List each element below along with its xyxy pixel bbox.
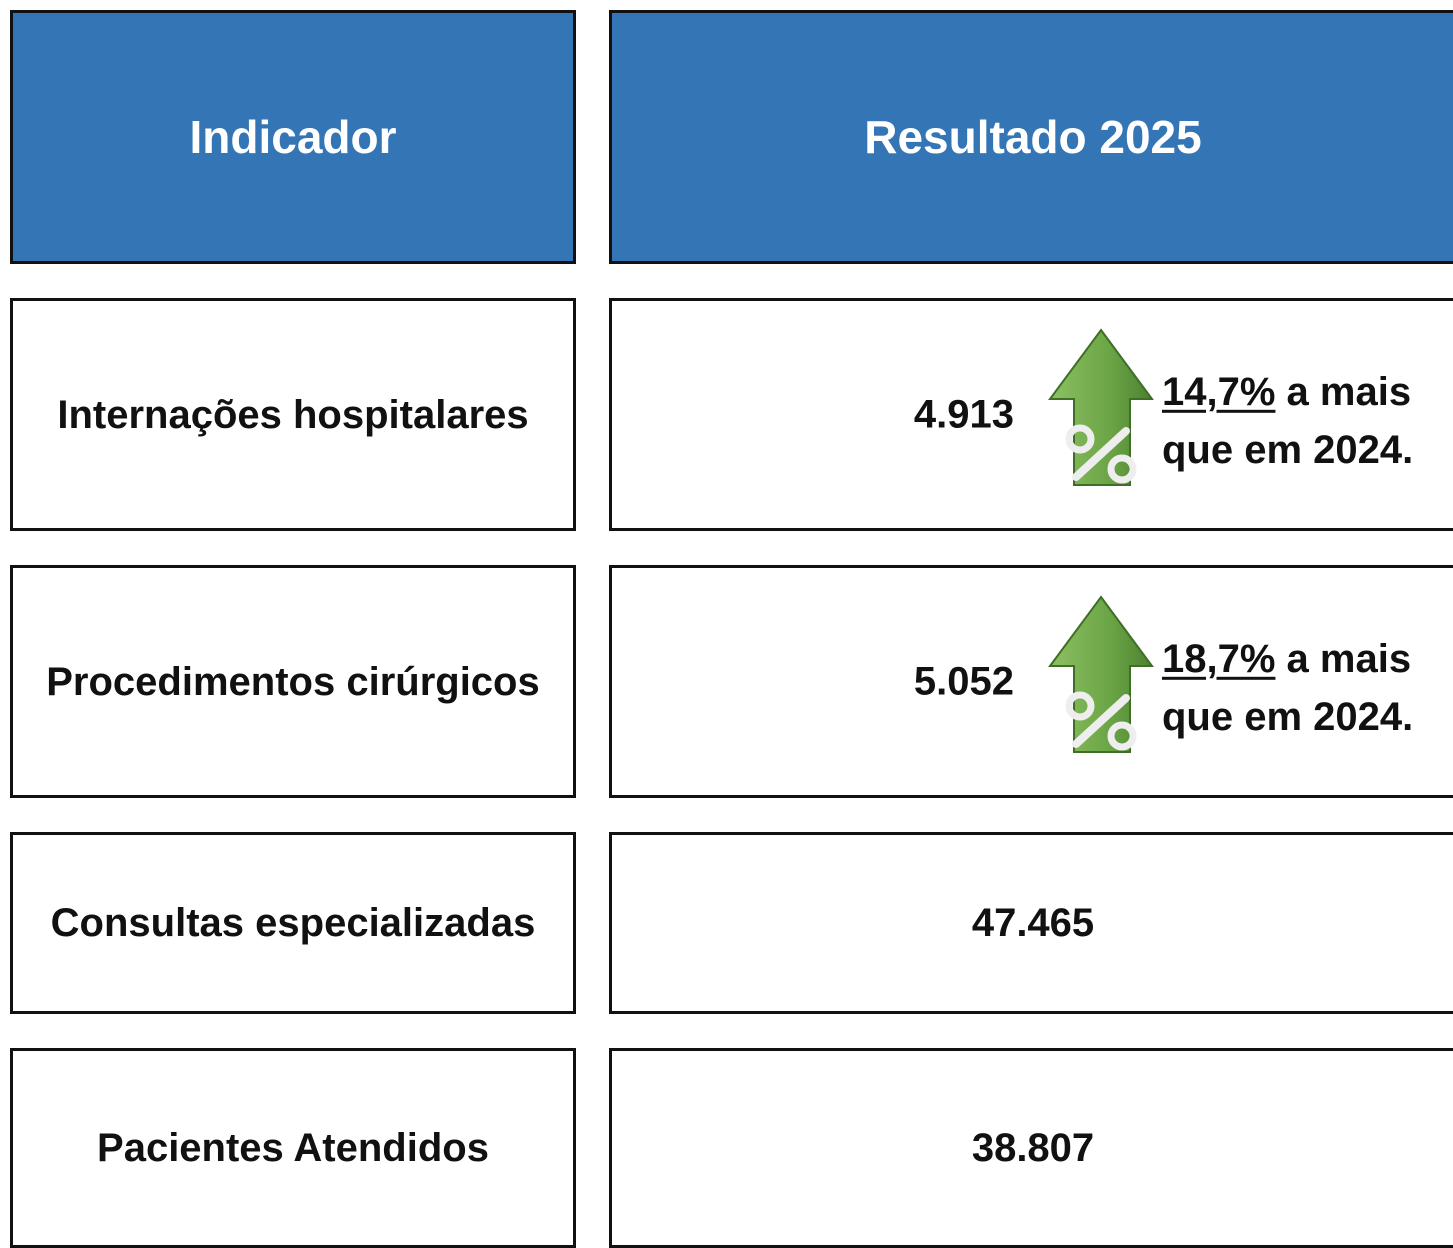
- header-cell: Resultado 2025: [609, 10, 1453, 264]
- arrow-icon: [1048, 595, 1154, 753]
- indicator-text: Consultas especializadas: [50, 901, 536, 945]
- result-cell: 4.913 14,7% a mais que em 2024.: [609, 298, 1453, 531]
- header-text: Indicador: [189, 111, 397, 163]
- result-cell: 5.052 18,7% a mais que em 2024.: [609, 565, 1453, 798]
- result-value: 5.052: [913, 659, 1014, 703]
- indicator-text: Pacientes Atendidos: [97, 1126, 489, 1170]
- result-cell: 38.807: [609, 1048, 1453, 1248]
- indicator-text: Internações hospitalares: [57, 392, 529, 437]
- change-text: 18,7% a mais que em 2024.: [1162, 629, 1453, 745]
- indicator-cell: Pacientes Atendidos: [10, 1048, 576, 1248]
- change-note: a mais que em 2024.: [1162, 369, 1414, 472]
- indicator-cell: Consultas especializadas: [10, 832, 576, 1014]
- result-value: 4.913: [913, 392, 1014, 436]
- page: Indicador Resultado 2025 (() => { const …: [10, 10, 1453, 1248]
- change-percent: 18,7%: [1162, 636, 1276, 681]
- result-group: 5.052 18,7% a mais que em 2024.: [612, 568, 1453, 795]
- change-note: a mais que em 2024.: [1162, 636, 1414, 739]
- arrow-icon: [1048, 328, 1154, 486]
- indicator-text: Procedimentos cirúrgicos: [46, 659, 540, 704]
- result-value: 47.465: [971, 900, 1095, 945]
- result-value: 38.807: [971, 1125, 1095, 1170]
- change-percent: 14,7%: [1162, 369, 1276, 414]
- change-text: 14,7% a mais que em 2024.: [1162, 362, 1453, 478]
- indicator-cell: Procedimentos cirúrgicos: [10, 565, 576, 798]
- result-group: 4.913 14,7% a mais que em 2024.: [612, 301, 1453, 528]
- indicator-cell: Internações hospitalares: [10, 298, 576, 531]
- result-cell: 47.465: [609, 832, 1453, 1014]
- header-cell: Indicador: [10, 10, 576, 264]
- header-text: Resultado 2025: [864, 111, 1202, 163]
